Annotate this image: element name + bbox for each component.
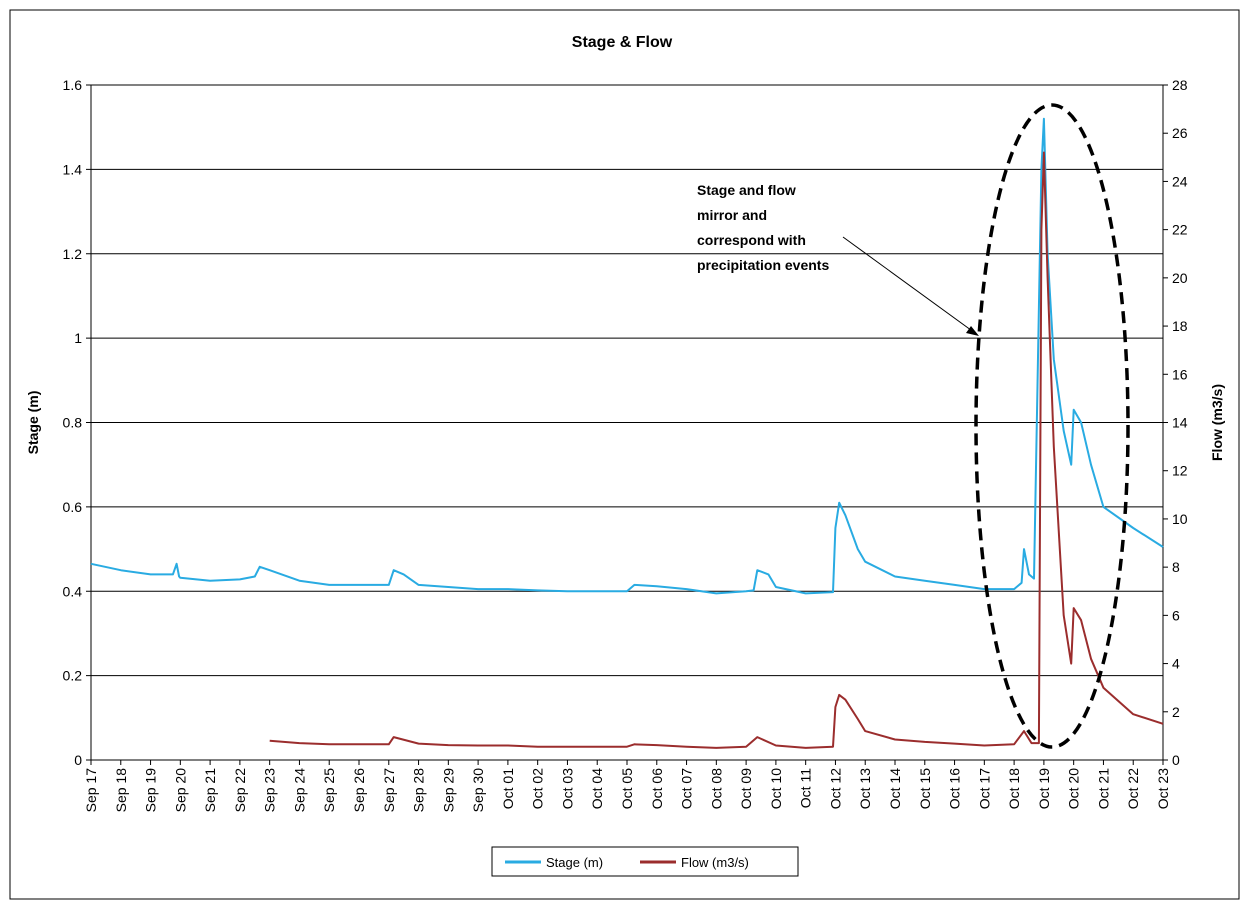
legend-label: Stage (m) [546, 855, 603, 870]
series-layer [90, 117, 1164, 749]
y-tick-label: 0.4 [63, 583, 83, 599]
y2-tick-label: 10 [1172, 511, 1188, 527]
y2-tick-label: 16 [1172, 366, 1188, 382]
annotation-arrow-line [842, 236, 976, 334]
highlight-ellipse [974, 103, 1130, 749]
x-tick-label: Oct 10 [768, 768, 784, 809]
y2-tick-label: 0 [1172, 752, 1180, 768]
y2-tick-label: 14 [1172, 415, 1188, 431]
chart-title: Stage & Flow [572, 34, 673, 51]
x-tick-label: Sep 28 [411, 768, 427, 813]
chart-border [9, 9, 1240, 900]
y-tick-label: 0.2 [63, 668, 83, 684]
x-tick-label: Oct 08 [708, 768, 724, 809]
x-tick-label: Oct 15 [917, 768, 933, 809]
x-axis: Sep 17 Sep 18 Sep 19 Sep 20 Sep 21 Sep 22 Sep … [83, 760, 1171, 812]
x-tick-label: Oct 23 [1155, 768, 1171, 809]
x-tick-label: Oct 06 [649, 768, 665, 809]
y2-tick-label: 2 [1172, 704, 1180, 720]
x-tick-label: Oct 09 [738, 768, 754, 809]
x-tick-label: Oct 20 [1066, 768, 1082, 809]
x-tick-label: Sep 26 [351, 768, 367, 813]
x-tick-label: Sep 24 [291, 768, 307, 813]
x-tick-label: Sep 29 [440, 768, 456, 813]
y-tick-label: 1.6 [63, 77, 83, 93]
x-tick-label: Oct 07 [679, 768, 695, 809]
x-tick-label: Oct 13 [857, 768, 873, 809]
x-tick-label: Sep 20 [172, 768, 188, 813]
y2-tick-label: 6 [1172, 607, 1180, 623]
y2-tick-label: 20 [1172, 270, 1188, 286]
y2-tick-label: 26 [1172, 125, 1188, 141]
x-tick-label: Sep 30 [470, 768, 486, 813]
x-tick-label: Oct 11 [798, 768, 814, 808]
y2-tick-label: 28 [1172, 77, 1188, 93]
left-axis-title: Stage (m) [25, 391, 41, 455]
x-tick-label: Oct 22 [1125, 768, 1141, 809]
annotation: Stage and flow mirror and correspond with p… [697, 103, 1130, 749]
annotation-text-line: Stage and flow [697, 182, 796, 198]
right-axis-title: Flow (m3/s) [1209, 384, 1225, 461]
y-tick-label: 0.8 [63, 415, 83, 431]
annotation-text-line: correspond with [697, 232, 806, 248]
y2-tick-label: 8 [1172, 559, 1180, 575]
annotation-arrowhead [966, 326, 979, 336]
x-tick-label: Sep 25 [321, 768, 337, 813]
y2-tick-label: 18 [1172, 318, 1188, 334]
x-tick-label: Oct 05 [619, 768, 635, 809]
x-tick-label: Oct 02 [530, 768, 546, 809]
x-tick-label: Oct 01 [500, 768, 516, 809]
y-tick-label: 1.4 [63, 161, 83, 177]
x-tick-label: Oct 04 [589, 768, 605, 809]
y-tick-label: 1 [74, 330, 82, 346]
x-tick-label: Oct 14 [887, 768, 903, 809]
x-tick-label: Sep 27 [381, 768, 397, 813]
flow-series-line [269, 151, 1164, 749]
stage-series-line [90, 117, 1164, 595]
legend: Stage (m) Flow (m3/s) [491, 846, 799, 877]
x-tick-label: Oct 16 [947, 768, 963, 809]
y-tick-label: 0 [74, 752, 82, 768]
x-tick-label: Oct 18 [1006, 768, 1022, 809]
gridlines [91, 84, 1163, 677]
x-tick-label: Oct 03 [559, 768, 575, 809]
x-tick-label: Sep 18 [113, 768, 129, 813]
x-tick-label: Sep 23 [262, 768, 278, 813]
x-tick-label: Oct 19 [1036, 768, 1052, 809]
legend-label: Flow (m3/s) [681, 855, 749, 870]
x-tick-label: Oct 17 [976, 768, 992, 809]
y2-tick-label: 4 [1172, 656, 1180, 672]
x-tick-label: Sep 19 [143, 768, 159, 813]
x-tick-label: Oct 12 [827, 768, 843, 809]
y-tick-label: 0.6 [63, 499, 83, 515]
y2-tick-label: 12 [1172, 463, 1188, 479]
y-tick-label: 1.2 [63, 246, 83, 262]
annotation-text-line: precipitation events [697, 257, 829, 273]
annotation-text-line: mirror and [697, 207, 767, 223]
y2-tick-label: 22 [1172, 222, 1188, 238]
x-tick-label: Oct 21 [1095, 768, 1111, 809]
left-y-axis: 0 0.2 0.4 0.6 0.8 1 1.2 1.4 1.6 [63, 77, 91, 768]
y2-tick-label: 24 [1172, 173, 1188, 189]
x-tick-label: Sep 17 [83, 768, 99, 813]
x-tick-label: Sep 21 [202, 768, 218, 813]
x-tick-label: Sep 22 [232, 768, 248, 813]
